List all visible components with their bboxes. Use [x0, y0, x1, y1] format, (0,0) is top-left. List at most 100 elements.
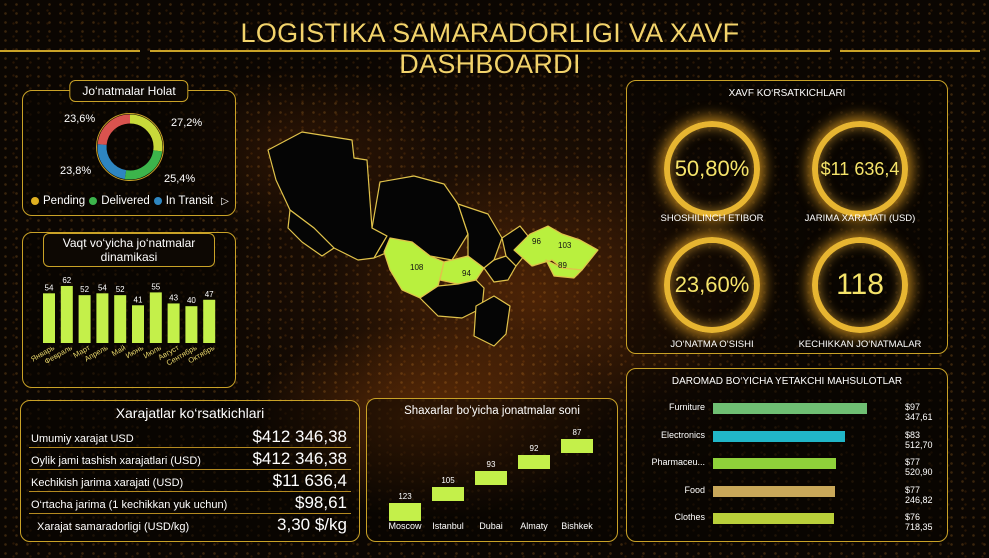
expense-row: O‘rtacha jarima (1 kechikkan yuk uchun) …	[29, 493, 351, 514]
kpi-ring-urgent: 50,80%	[664, 121, 760, 217]
page-title: LOGISTIKA SAMARADORLIGI VA XAVF DASHBOAR…	[240, 18, 740, 79]
monthly-bar	[43, 293, 55, 343]
expense-label: Oylik jami tashish xarajatlari (USD)	[31, 455, 201, 467]
region-kashkadarya	[419, 279, 485, 319]
map-label-89: 89	[558, 261, 567, 270]
status-panel-title: Jo‘natmalar Holat	[69, 80, 189, 102]
product-bar	[713, 485, 836, 497]
donut-slice	[97, 144, 127, 180]
legend-pending: Pending	[43, 195, 86, 207]
legend-pending-dot	[31, 197, 39, 205]
product-bar	[713, 403, 867, 414]
products-panel-title: DAROMAD BO‘YICHA YETAKCHI MAHSULOTLAR	[671, 376, 903, 387]
play-icon[interactable]: ▷	[221, 195, 229, 207]
product-value: $83 512,70	[905, 429, 933, 450]
product-bar	[713, 513, 835, 524]
monthly-bar	[78, 295, 91, 343]
monthly-bar-value: 40	[187, 296, 196, 305]
risk-panel-title: XAVF KO‘RSATKICHLARI	[728, 88, 846, 99]
monthly-bar-value: 55	[151, 282, 160, 291]
donut-label-1: 27,2%	[171, 117, 202, 129]
city-label: Istanbul	[432, 521, 464, 531]
status-donut-chart: 27,2% 25,4% 23,8% 23,6%	[60, 113, 202, 185]
monthly-bar-value: 62	[62, 276, 71, 285]
expenses-panel: Xarajatlar ko‘rsatkichlari Umumiy xaraja…	[20, 400, 360, 542]
donut-label-3: 23,8%	[60, 165, 91, 177]
legend-delivered-dot	[89, 197, 98, 205]
monthly-bar	[149, 292, 162, 343]
expenses-panel-title: Xarajatlar ko‘rsatkichlari	[115, 405, 265, 421]
legend-intransit: In Transit	[165, 195, 214, 207]
product-value: $77 246,82	[905, 484, 933, 505]
expense-value: $412 346,38	[252, 427, 347, 446]
kpi-value-growth: 23,60%	[674, 272, 750, 297]
region-fergana-valley	[513, 225, 599, 271]
kpi-value-penalty: $11 636,4	[820, 158, 900, 179]
expense-row: Kechikish jarima xarajati (USD) $11 636,…	[29, 471, 351, 492]
city-bar	[475, 471, 507, 485]
expense-label: O‘rtacha jarima (1 kechikkan yuk uchun)	[31, 499, 228, 511]
expense-label: Umumiy xarajat USD	[31, 433, 134, 445]
product-label: Clothes	[674, 512, 705, 522]
status-panel: Jo‘natmalar Holat 27,2% 25,4% 23,8% 23,6…	[22, 80, 236, 216]
donut-outline	[96, 113, 164, 181]
city-bar	[518, 455, 550, 469]
expense-row: Umumiy xarajat USD $412 346,38	[29, 427, 351, 448]
monthly-bar-value: 41	[134, 295, 143, 304]
map-label-96: 96	[532, 237, 541, 246]
monthly-bar	[167, 303, 180, 343]
monthly-bar-value: 47	[205, 290, 214, 299]
city-label: Dubai	[479, 521, 503, 531]
monthly-bar-value: 52	[116, 285, 125, 294]
city-bar-value: 92	[530, 444, 539, 453]
monthly-bar-value: 52	[80, 285, 89, 294]
donut-slice	[124, 149, 163, 180]
product-bar	[713, 430, 846, 442]
city-bar-value: 87	[573, 428, 582, 437]
cities-panel: Shaxarlar bo‘yicha jonatmalar soni 123 Mo…	[366, 398, 618, 542]
donut-label-2: 25,4%	[164, 173, 195, 185]
city-bar-value: 123	[398, 492, 412, 501]
kpi-label-late: KECHIKKAN JO‘NATMALAR	[798, 339, 922, 350]
donut-slice	[97, 114, 131, 146]
city-bar-value: 93	[487, 460, 496, 469]
legend-delivered: Delivered	[101, 195, 150, 207]
expense-row: Xarajat samaradorligi (USD/kg) 3,30 $/kg	[29, 515, 351, 535]
kpi-label-penalty: JARIMA XARAJATI (USD)	[804, 213, 916, 224]
expense-label: Xarajat samaradorligi (USD/kg)	[37, 521, 190, 533]
kpi-label-urgent: SHOSHILINCH ETIBOR	[660, 213, 764, 224]
kpi-ring-penalty: $11 636,4	[812, 121, 908, 217]
product-value: $77 520,90	[905, 457, 933, 477]
cities-panel-title: Shaxarlar bo‘yicha jonatmalar soni	[404, 405, 580, 417]
donut-slice	[129, 114, 163, 152]
legend-intransit-dot	[153, 197, 162, 205]
risk-panel: XAVF KO‘RSATKICHLARI 50,80% SHOSHILINCH …	[626, 80, 948, 354]
region-surkhandarya	[473, 295, 511, 347]
expense-value: $98,61	[295, 493, 347, 512]
monthly-bar-value: 54	[45, 283, 54, 292]
monthly-bar	[132, 305, 144, 343]
region-khorezm	[287, 209, 335, 257]
kpi-ring-late: 118	[812, 237, 908, 333]
expense-row: Oylik jami tashish xarajatlari (USD) $41…	[29, 449, 351, 470]
monthly-bar	[185, 306, 198, 343]
city-bar-value: 105	[441, 476, 455, 485]
title-bar: LOGISTIKA SAMARADORLIGI VA XAVF DASHBOAR…	[0, 6, 980, 79]
products-panel: DAROMAD BO‘YICHA YETAKCHI MAHSULOTLAR Fu…	[626, 368, 948, 542]
kpi-value-urgent: 50,80%	[674, 156, 750, 181]
monthly-bar-label: Май	[110, 343, 127, 358]
city-bar	[561, 439, 593, 453]
monthly-bar-value: 43	[169, 293, 178, 302]
expense-label: Kechikish jarima xarajati (USD)	[31, 477, 184, 489]
product-label: Pharmaceu...	[651, 457, 705, 467]
expense-value: 3,30 $/kg	[277, 515, 347, 534]
city-label: Moscow	[388, 521, 422, 531]
city-label: Almaty	[520, 521, 548, 531]
city-bar	[432, 487, 464, 501]
cities-waterfall-chart: 123 Moscow 105 Istanbul 93 Dubai 92 Almaty 87 Bis…	[388, 428, 593, 531]
product-label: Food	[684, 484, 705, 495]
city-label: Bishkek	[561, 521, 593, 531]
expense-value: $11 636,4	[272, 471, 347, 490]
map-label-108: 108	[410, 263, 424, 272]
kpi-value-late: 118	[836, 268, 884, 301]
